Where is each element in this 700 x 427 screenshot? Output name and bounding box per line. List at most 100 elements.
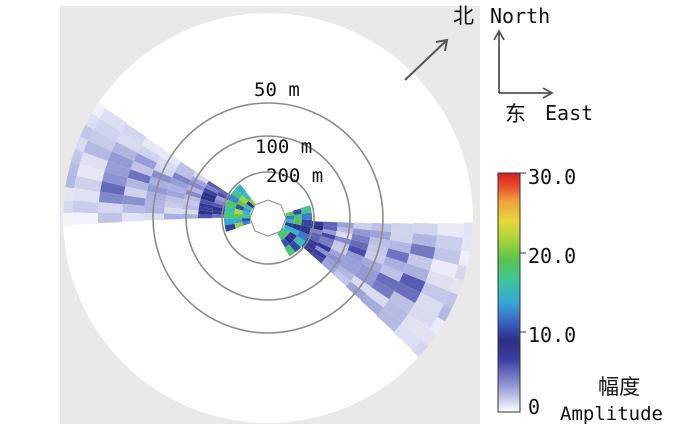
amplitude-cell: [242, 220, 251, 226]
amplitude-cell: [292, 223, 302, 231]
amplitude-cell: [164, 207, 183, 215]
amplitude-cell: [98, 202, 123, 214]
north-arrow-line: [404, 39, 448, 81]
amplitude-cell: [318, 239, 333, 249]
amplitude-cell: [248, 198, 257, 207]
amplitude-cell: [360, 294, 384, 316]
amplitude-cell: [121, 212, 145, 222]
amplitude-cell: [370, 229, 392, 241]
amplitude-cell: [379, 264, 404, 282]
amplitude-cell: [206, 180, 221, 191]
ring-label-200m: 200 m: [266, 165, 323, 187]
amplitude-cell: [224, 205, 236, 214]
north-arrow-head: [435, 38, 449, 52]
amplitude-cell: [283, 224, 293, 232]
amplitude-cell: [212, 210, 225, 215]
range-ring-inner: [221, 171, 315, 265]
amplitude-cell: [242, 210, 251, 216]
amplitude-cell: [345, 250, 365, 264]
amplitude-cell: [394, 282, 421, 304]
amplitude-cell: [166, 189, 186, 200]
amplitude-cell: [63, 198, 73, 214]
amplitude-cell: [435, 234, 463, 252]
amplitude-cell: [177, 161, 196, 176]
amplitude-cell: [145, 191, 167, 202]
amplitude-cell: [293, 219, 302, 226]
amplitude-cell: [383, 299, 409, 323]
amplitude-cell: [165, 195, 185, 205]
amplitude-cell: [241, 214, 251, 219]
amplitude-cell: [234, 218, 243, 224]
amplitude-cell: [72, 212, 99, 225]
amplitude-cell: [311, 221, 324, 227]
amplitude-cell: [211, 214, 225, 218]
amplitude-cell: [186, 185, 204, 195]
amplitude-cell: [111, 141, 138, 161]
amplitude-cell: [144, 198, 166, 208]
amplitude-cell: [401, 313, 430, 340]
amplitude-cell: [190, 176, 207, 188]
amplitude-cell: [323, 256, 340, 270]
amplitude-cell: [366, 243, 389, 257]
amplitude-label-en: Amplitude: [560, 403, 663, 425]
amplitude-cell: [201, 191, 217, 200]
amplitude-cell: [123, 186, 147, 199]
range-ring-outer: [152, 102, 384, 334]
amplitude-cell: [83, 140, 112, 161]
amplitude-cell: [148, 176, 170, 190]
amplitude-cell: [235, 203, 245, 211]
amplitude-cell: [347, 244, 367, 257]
amplitude-cell: [204, 184, 219, 194]
colorbar-label-0: 0: [528, 395, 540, 419]
amplitude-cell: [321, 260, 337, 275]
north-label-cn: 北: [453, 4, 474, 28]
north-label-en: North: [490, 4, 550, 28]
amplitude-cell: [321, 232, 336, 240]
amplitude-cell: [225, 199, 238, 209]
amplitude-cells: [63, 94, 473, 368]
amplitude-cell: [316, 242, 332, 253]
amplitude-cell: [168, 183, 187, 195]
amplitude-cell: [174, 166, 194, 181]
amplitude-cell: [122, 195, 146, 206]
amplitude-cell: [198, 210, 213, 215]
amplitude-label-cn: 幅度: [598, 375, 640, 399]
amplitude-cell: [299, 225, 311, 235]
amplitude-cell: [203, 187, 218, 197]
amplitude-cell: [239, 195, 249, 204]
ring-label-100m: 100 m: [255, 136, 312, 158]
amplitude-cell: [332, 270, 351, 287]
amplitude-cell: [141, 137, 165, 157]
amplitude-cell: [235, 184, 247, 196]
amplitude-cell: [433, 246, 462, 265]
amplitude-cell: [133, 153, 157, 170]
amplitude-cell: [339, 260, 359, 276]
amplitude-cell: [301, 219, 312, 228]
amplitude-cell: [300, 205, 312, 214]
range-ring-middle: [185, 135, 351, 301]
amplitude-cell: [242, 218, 251, 222]
amplitude-cell: [336, 265, 355, 281]
east-axis-arrowhead: [542, 87, 554, 99]
amplitude-cell: [79, 152, 108, 172]
colorbar-label-10: 10.0: [528, 323, 576, 347]
amplitude-cell: [156, 156, 178, 172]
amplitude-cell: [279, 229, 288, 238]
amplitude-cell: [164, 201, 184, 210]
amplitude-cell: [93, 118, 122, 142]
amplitude-cell: [188, 180, 205, 192]
amplitude-cell: [246, 201, 255, 209]
colorbar-label-20: 20.0: [528, 244, 576, 268]
amplitude-cell: [98, 212, 123, 223]
amplitude-cell: [383, 256, 407, 273]
amplitude-cell: [425, 270, 455, 292]
amplitude-cell: [413, 222, 438, 236]
amplitude-cell: [284, 235, 294, 245]
amplitude-cell: [389, 291, 416, 314]
amplitude-cell: [160, 150, 181, 167]
amplitude-cell: [243, 207, 252, 213]
amplitude-cell: [169, 177, 189, 190]
amplitude-cell: [293, 235, 306, 248]
amplitude-cell: [137, 145, 161, 163]
